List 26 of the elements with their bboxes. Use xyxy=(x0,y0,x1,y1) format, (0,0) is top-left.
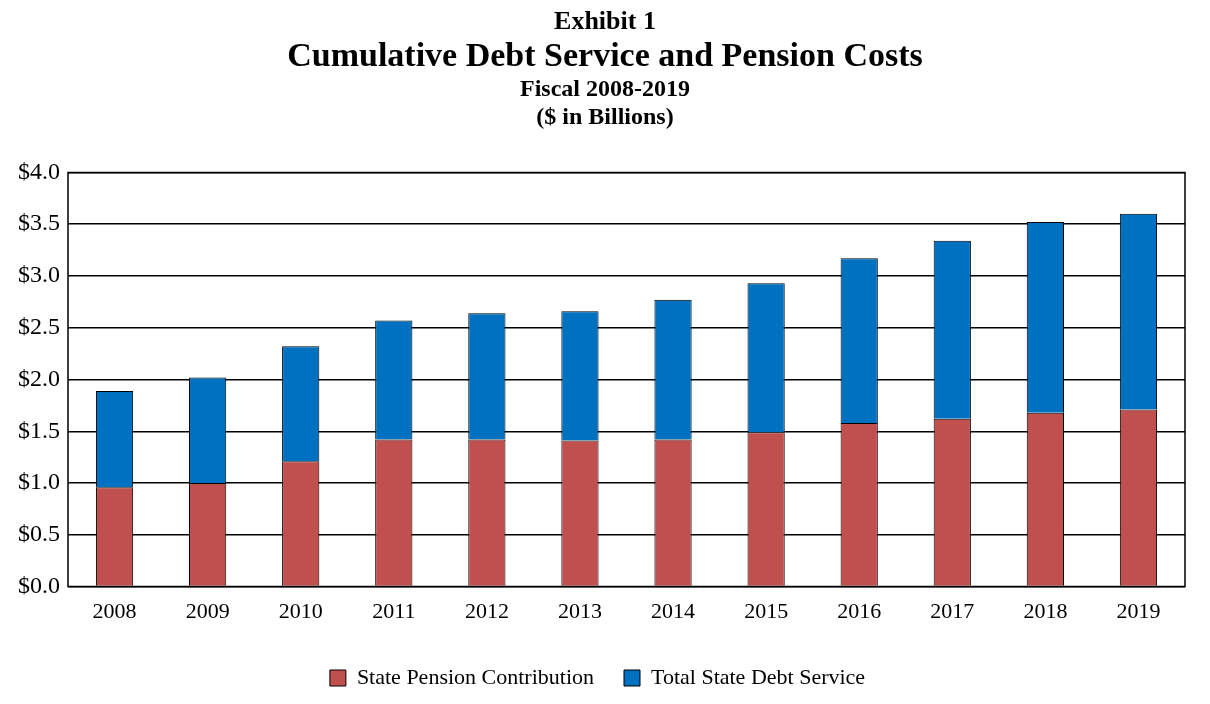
text: Exhibit 1 xyxy=(553,6,657,36)
y-tick-label: $0.5 xyxy=(18,520,60,547)
legend-label: Total State Debt Service xyxy=(651,663,866,689)
y-tick-label: $2.0 xyxy=(18,364,60,391)
legend-label: State Pension Contribution xyxy=(356,663,595,689)
y-tick-label: $1.5 xyxy=(18,416,60,443)
y-tick-label: $1.0 xyxy=(18,468,60,495)
x-tick-label: 2018 xyxy=(1023,597,1068,623)
x-tick-label: 2017 xyxy=(930,597,975,623)
chart-subtitle: Fiscal 2008-2019 ($ in Billions) xyxy=(519,74,691,130)
x-tick-label: 2010 xyxy=(278,597,323,623)
y-tick-label: $0.0 xyxy=(18,571,60,598)
x-tick-label: 2016 xyxy=(837,597,882,623)
x-tick-label: 2012 xyxy=(464,597,509,623)
x-tick-label: 2011 xyxy=(372,597,416,623)
y-tick-label: $3.0 xyxy=(18,261,60,288)
x-tick-label: 2008 xyxy=(92,597,137,623)
chart-title: Cumulative Debt Service and Pension Costs xyxy=(286,36,924,74)
x-tick-label: 2015 xyxy=(744,597,789,623)
y-tick-label: $3.5 xyxy=(18,209,60,236)
y-tick-label: $4.0 xyxy=(18,157,60,184)
x-tick-label: 2014 xyxy=(651,597,696,623)
y-tick-label: $2.5 xyxy=(18,313,60,340)
x-tick-label: 2019 xyxy=(1116,597,1161,623)
x-tick-label: 2009 xyxy=(185,597,230,623)
x-tick-label: 2013 xyxy=(557,597,602,623)
